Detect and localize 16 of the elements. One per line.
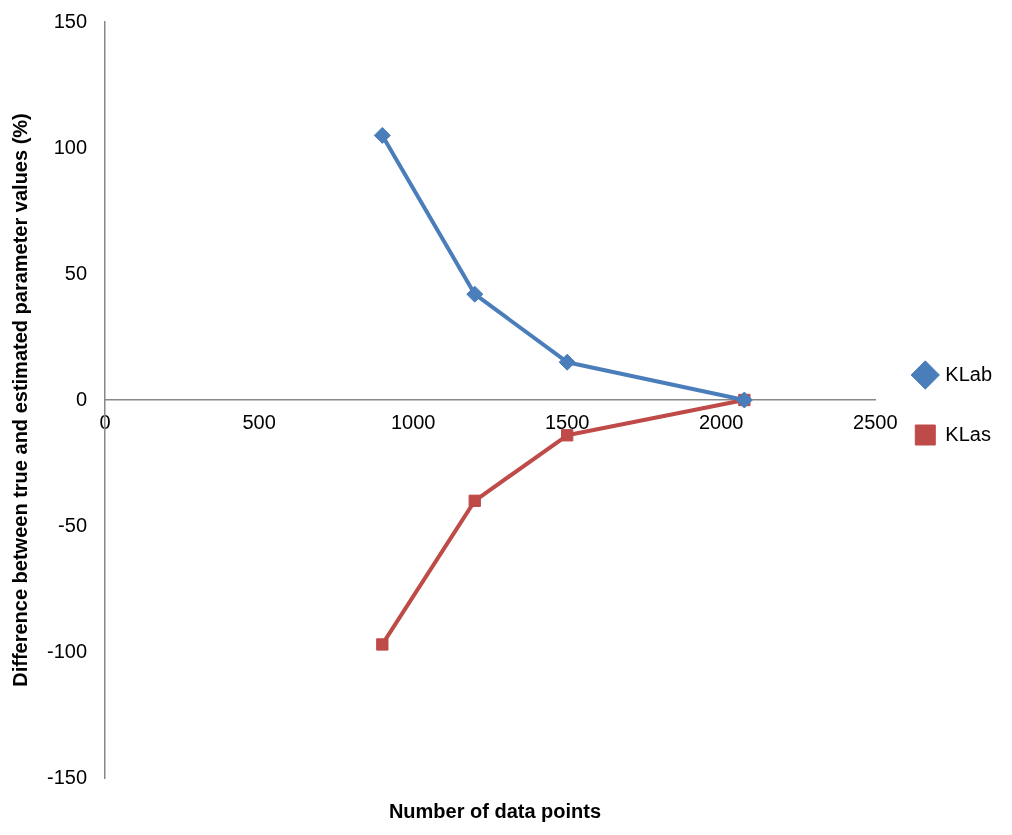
y-tick-label: 50 [64,261,88,284]
x-tick-label: 2000 [698,410,744,433]
x-tick-label: 2500 [853,410,898,433]
legend-label: KLas [945,422,991,445]
x-tick-label: 500 [242,410,276,433]
x-tick-label: 1000 [390,410,436,433]
x-tick-label: 1500 [544,410,590,433]
y-tick-label: 0 [75,387,88,410]
y-tick-label: -100 [47,639,88,662]
x-axis-title: Number of data points [387,800,603,823]
legend-label: KLab [945,362,993,385]
y-tick-label: -150 [47,765,88,788]
y-tick-label: 100 [53,135,88,158]
y-axis-title: Difference between true and estimated parameter values (%) [8,113,31,687]
y-tick-label: 150 [53,9,88,32]
y-tick-label: -50 [58,513,88,536]
